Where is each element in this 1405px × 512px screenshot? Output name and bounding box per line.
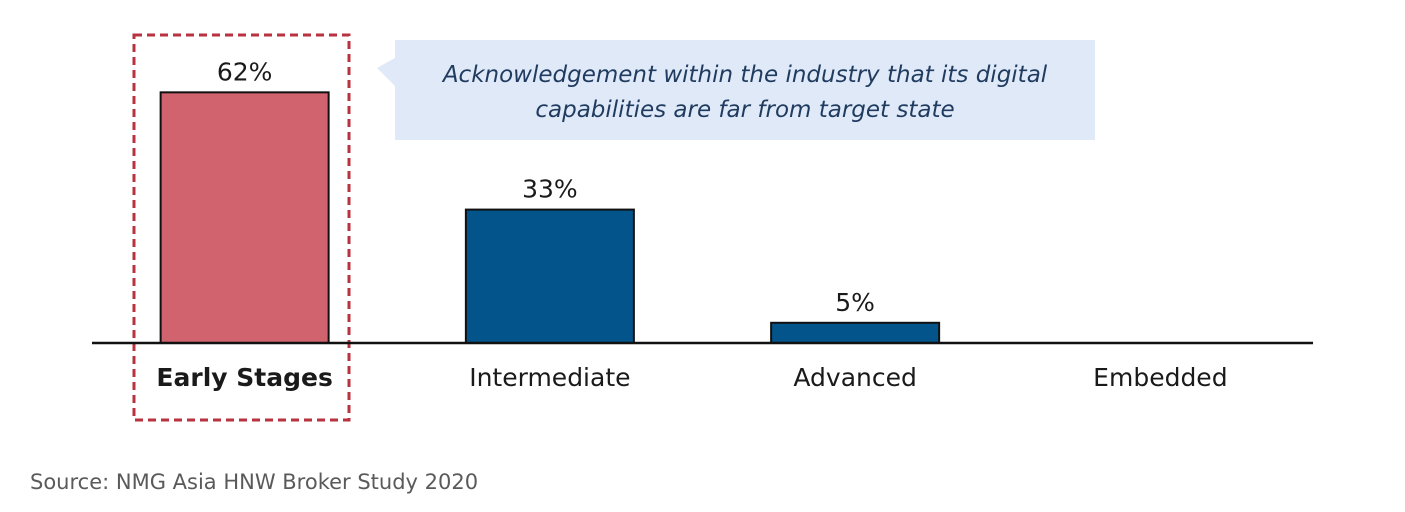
callout-line-2: capabilities are far from target state — [535, 97, 954, 123]
bar-early-stages — [159, 91, 330, 345]
callout-line-1: Acknowledgement within the industry that… — [441, 62, 1048, 88]
bar-intermediate — [464, 208, 635, 344]
category-label-embedded: Embedded — [1093, 363, 1227, 392]
category-label-early-stages: Early Stages — [156, 363, 332, 392]
callout: Acknowledgement within the industry that… — [377, 40, 1095, 140]
source-note: Source: NMG Asia HNW Broker Study 2020 — [30, 470, 479, 494]
value-label-intermediate: 33% — [522, 175, 578, 204]
highlight-frame — [132, 33, 351, 422]
value-label-early-stages: 62% — [217, 57, 273, 86]
category-labels-group: Early Stages Intermediate Advanced Embedded — [156, 363, 1227, 392]
value-label-advanced: 5% — [835, 288, 875, 317]
category-label-advanced: Advanced — [793, 363, 917, 392]
callout-box — [377, 40, 1095, 140]
value-labels-group: 62% 33% 5% — [217, 57, 875, 316]
category-label-intermediate: Intermediate — [469, 363, 630, 392]
bar-advanced — [770, 321, 941, 344]
bar-chart: Acknowledgement within the industry that… — [92, 33, 1313, 422]
bars-group — [159, 91, 941, 345]
